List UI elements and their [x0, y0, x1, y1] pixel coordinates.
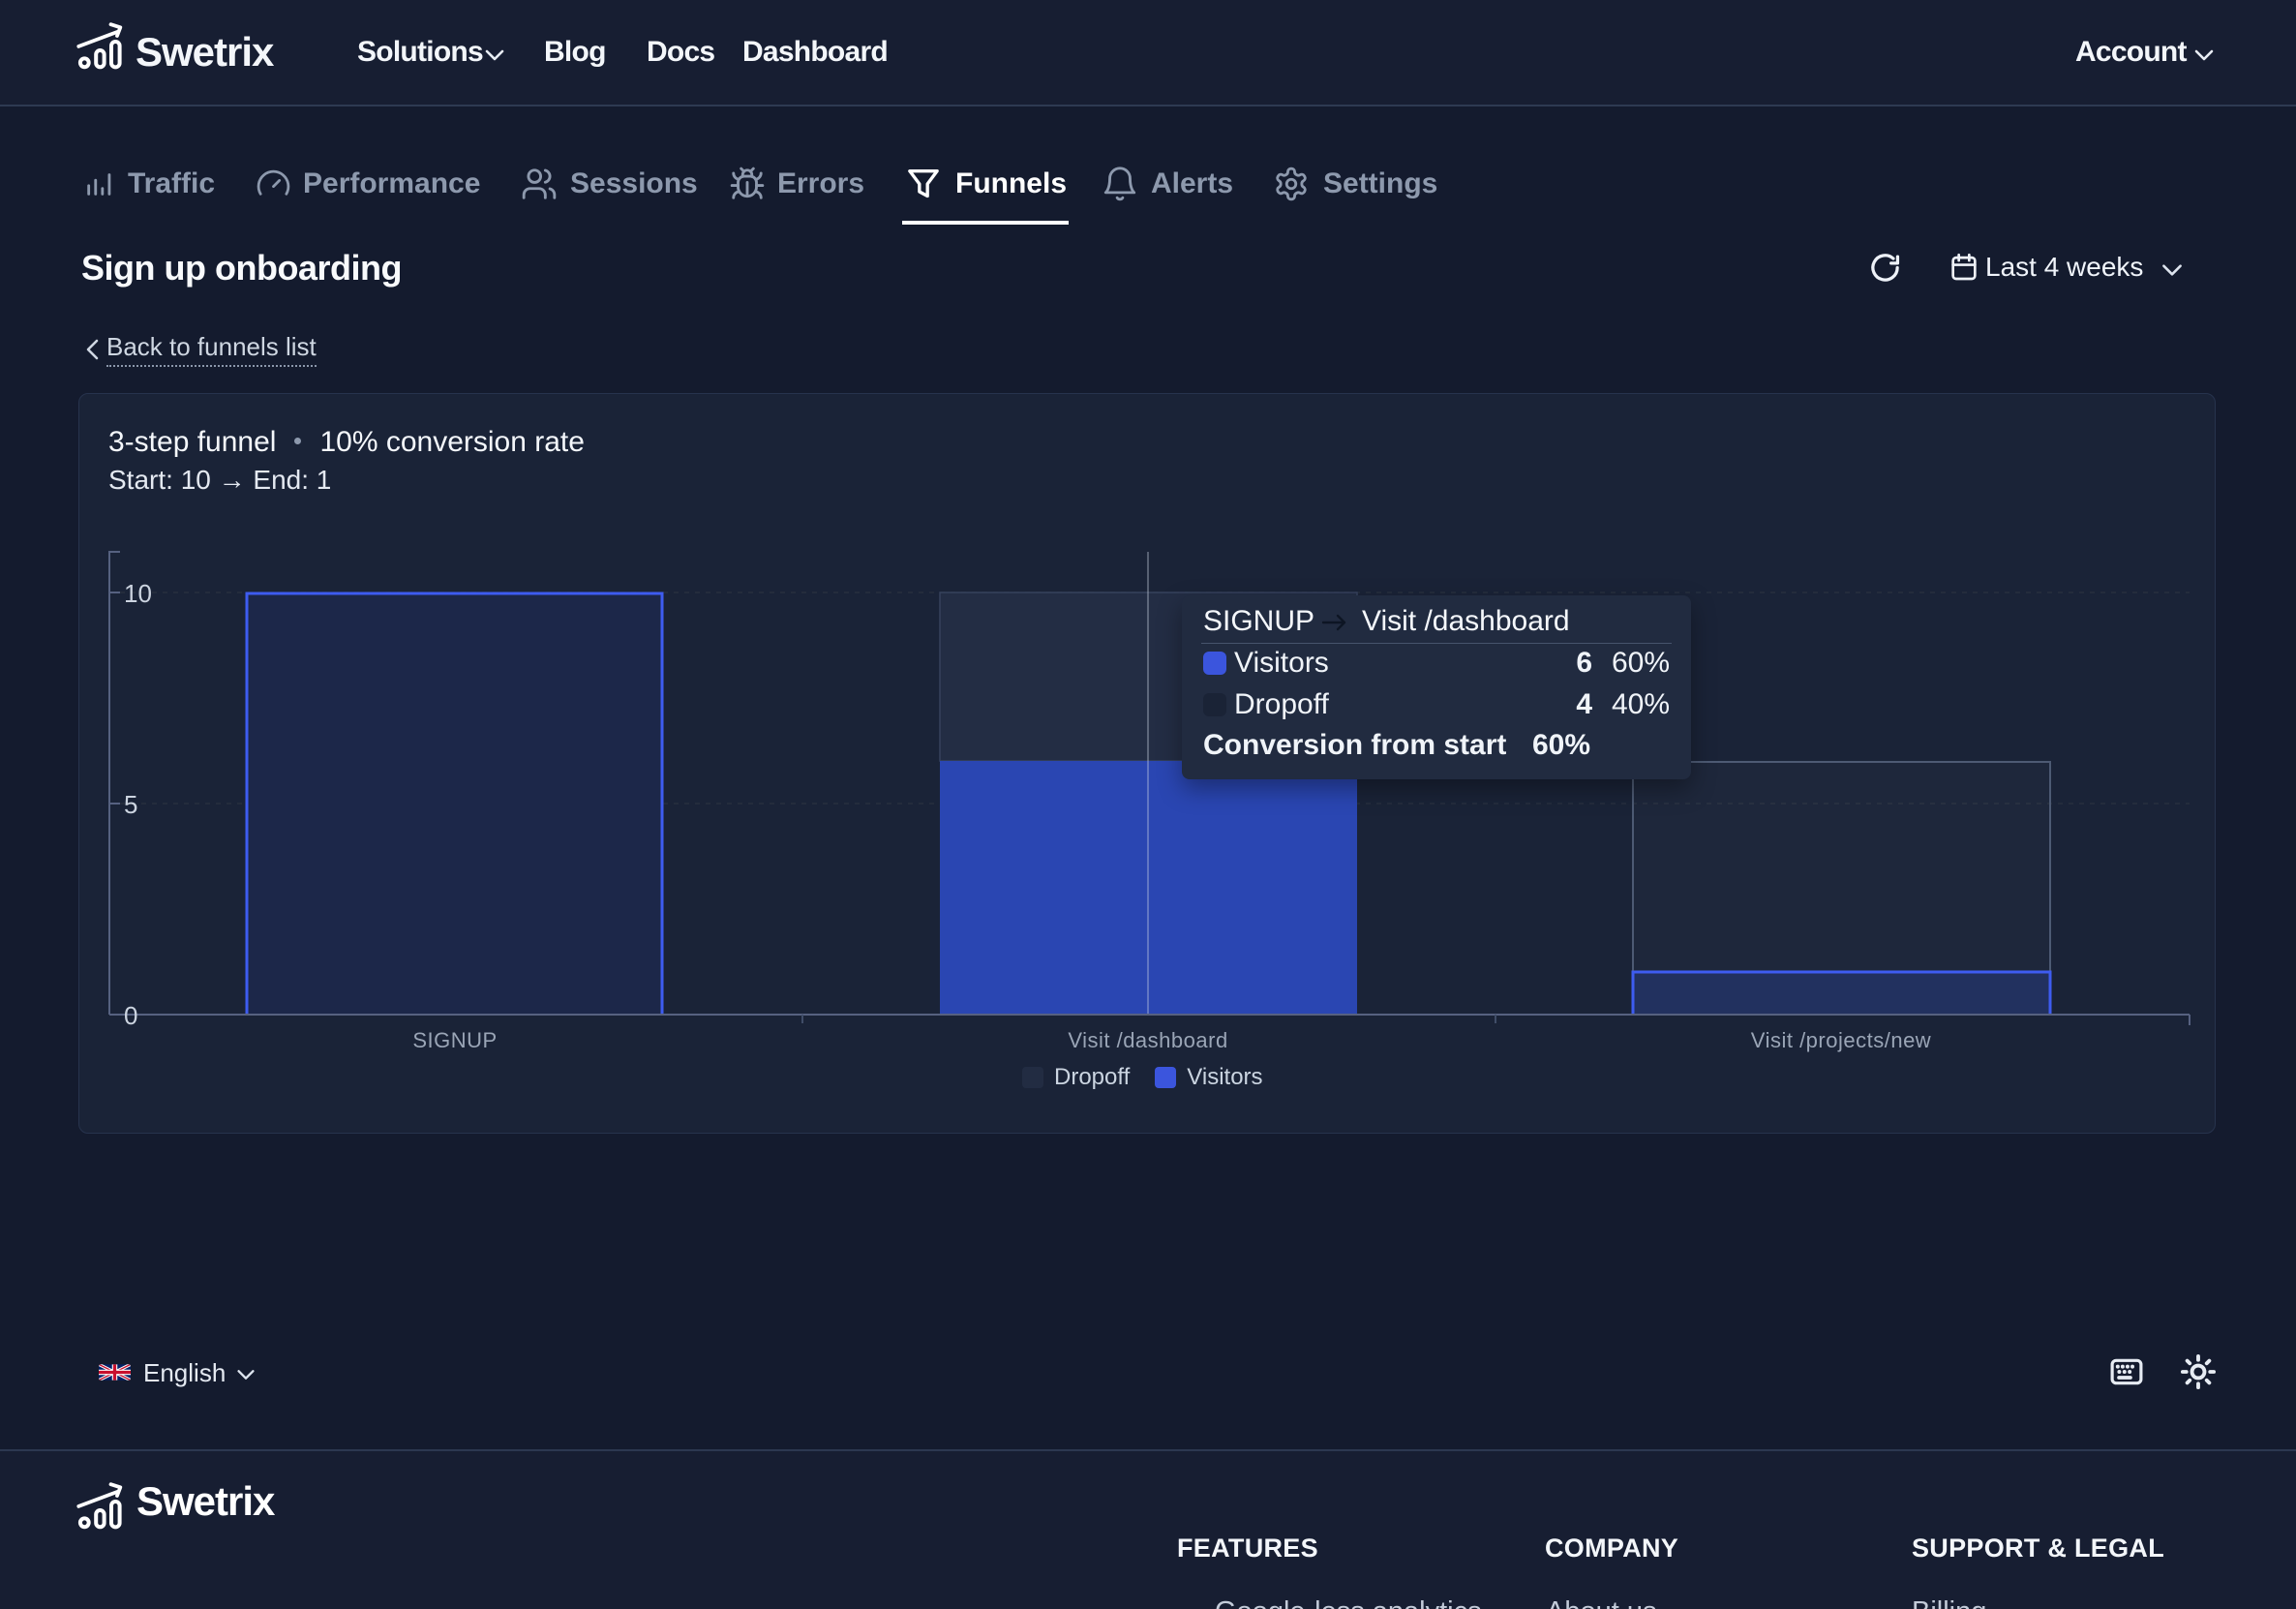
svg-text:5: 5: [124, 790, 137, 819]
svg-text:Visit /projects/new: Visit /projects/new: [1751, 1028, 1931, 1052]
svg-text:Visit /dashboard: Visit /dashboard: [1068, 1028, 1227, 1052]
svg-text:0: 0: [124, 1001, 137, 1030]
svg-text:10: 10: [124, 579, 152, 608]
svg-text:SIGNUP: SIGNUP: [412, 1028, 497, 1052]
